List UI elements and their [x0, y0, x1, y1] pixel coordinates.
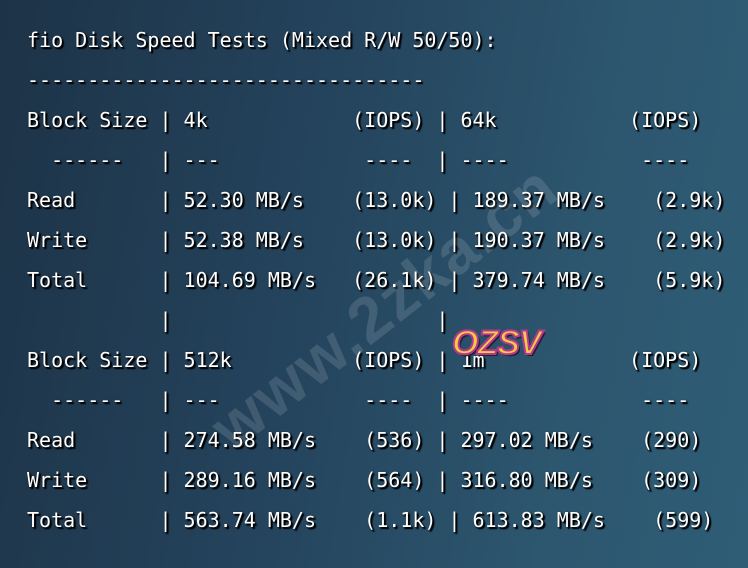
title-line: fio Disk Speed Tests (Mixed R/W 50/50):	[27, 28, 497, 52]
terminal-output: fio Disk Speed Tests (Mixed R/W 50/50): -…	[27, 20, 725, 540]
read-row-4k-64k: Read | 52.30 MB/s (13.0k) | 189.37 MB/s …	[27, 188, 726, 212]
divider-row: ------ | --- ---- | ---- ----	[27, 388, 702, 412]
header-row-512k-1m: Block Size | 512k (IOPS) | 1m (IOPS)	[27, 348, 702, 372]
write-row-4k-64k: Write | 52.38 MB/s (13.0k) | 190.37 MB/s…	[27, 228, 726, 252]
header-row-4k-64k: Block Size | 4k (IOPS) | 64k (IOPS)	[27, 108, 702, 132]
blank-row: | |	[27, 308, 449, 332]
total-row-4k-64k: Total | 104.69 MB/s (26.1k) | 379.74 MB/…	[27, 268, 726, 292]
watermark-logo: OZSV	[451, 323, 543, 363]
total-row-512k-1m: Total | 563.74 MB/s (1.1k) | 613.83 MB/s…	[27, 508, 714, 532]
divider-row: ------ | --- ---- | ---- ----	[27, 148, 702, 172]
write-row-512k-1m: Write | 289.16 MB/s (564) | 316.80 MB/s …	[27, 468, 702, 492]
read-row-512k-1m: Read | 274.58 MB/s (536) | 297.02 MB/s (…	[27, 428, 702, 452]
separator-line: ---------------------------------	[27, 68, 425, 92]
